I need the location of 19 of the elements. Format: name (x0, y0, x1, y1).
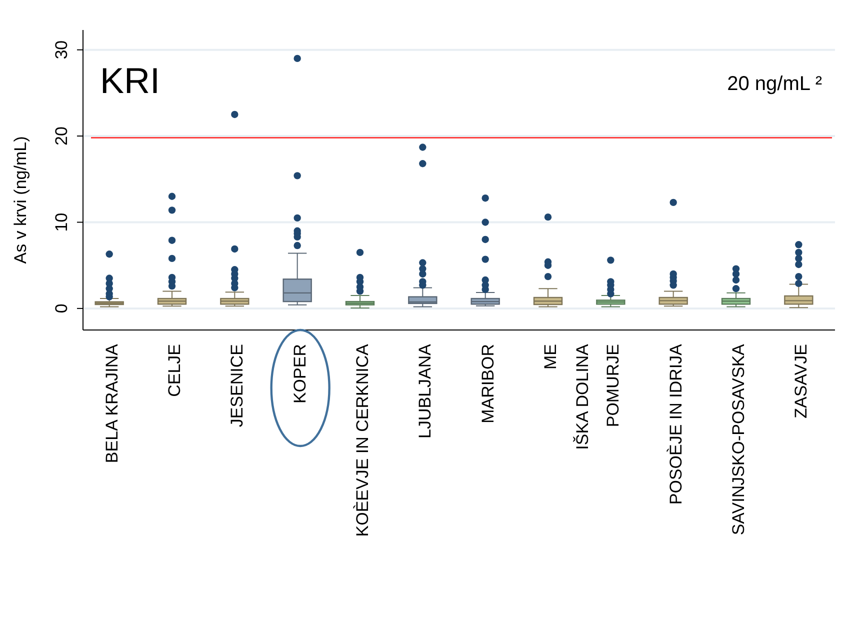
x-tick-label: KOÈEVJE IN CERKNICA (353, 343, 372, 537)
x-tick-label: MARIBOR (478, 344, 498, 424)
x-tick-label: ZASAVJE (792, 344, 811, 418)
x-tick-label: CELJE (165, 344, 184, 397)
x-tick-label: ME IŠKA DOLINA (541, 343, 592, 450)
text: KRI (100, 60, 160, 101)
x-tick-label: POSOÈJE IN IDRIJA (666, 343, 686, 505)
annotation: 20 ng/mL ² (727, 73, 822, 95)
x-tick-label: SAVINJSKO-POSAVSKA (729, 343, 748, 536)
x-tick-label: KOPER (290, 344, 310, 404)
x-tick-label: LJUBLJANA (416, 343, 435, 438)
y-tick-label: 10 (52, 212, 71, 232)
x-tick-label: JESENICE (228, 344, 247, 428)
y-tick-label: 0 (52, 304, 71, 314)
y-tick-label: 20 (52, 126, 71, 146)
x-tick-label: POMURJE (604, 344, 623, 428)
x-tick-label: BELA KRAJINA (102, 343, 122, 464)
y-tick-label: 30 (52, 40, 71, 60)
y-axis-title: As v krvi (ng/mL) (11, 136, 30, 264)
